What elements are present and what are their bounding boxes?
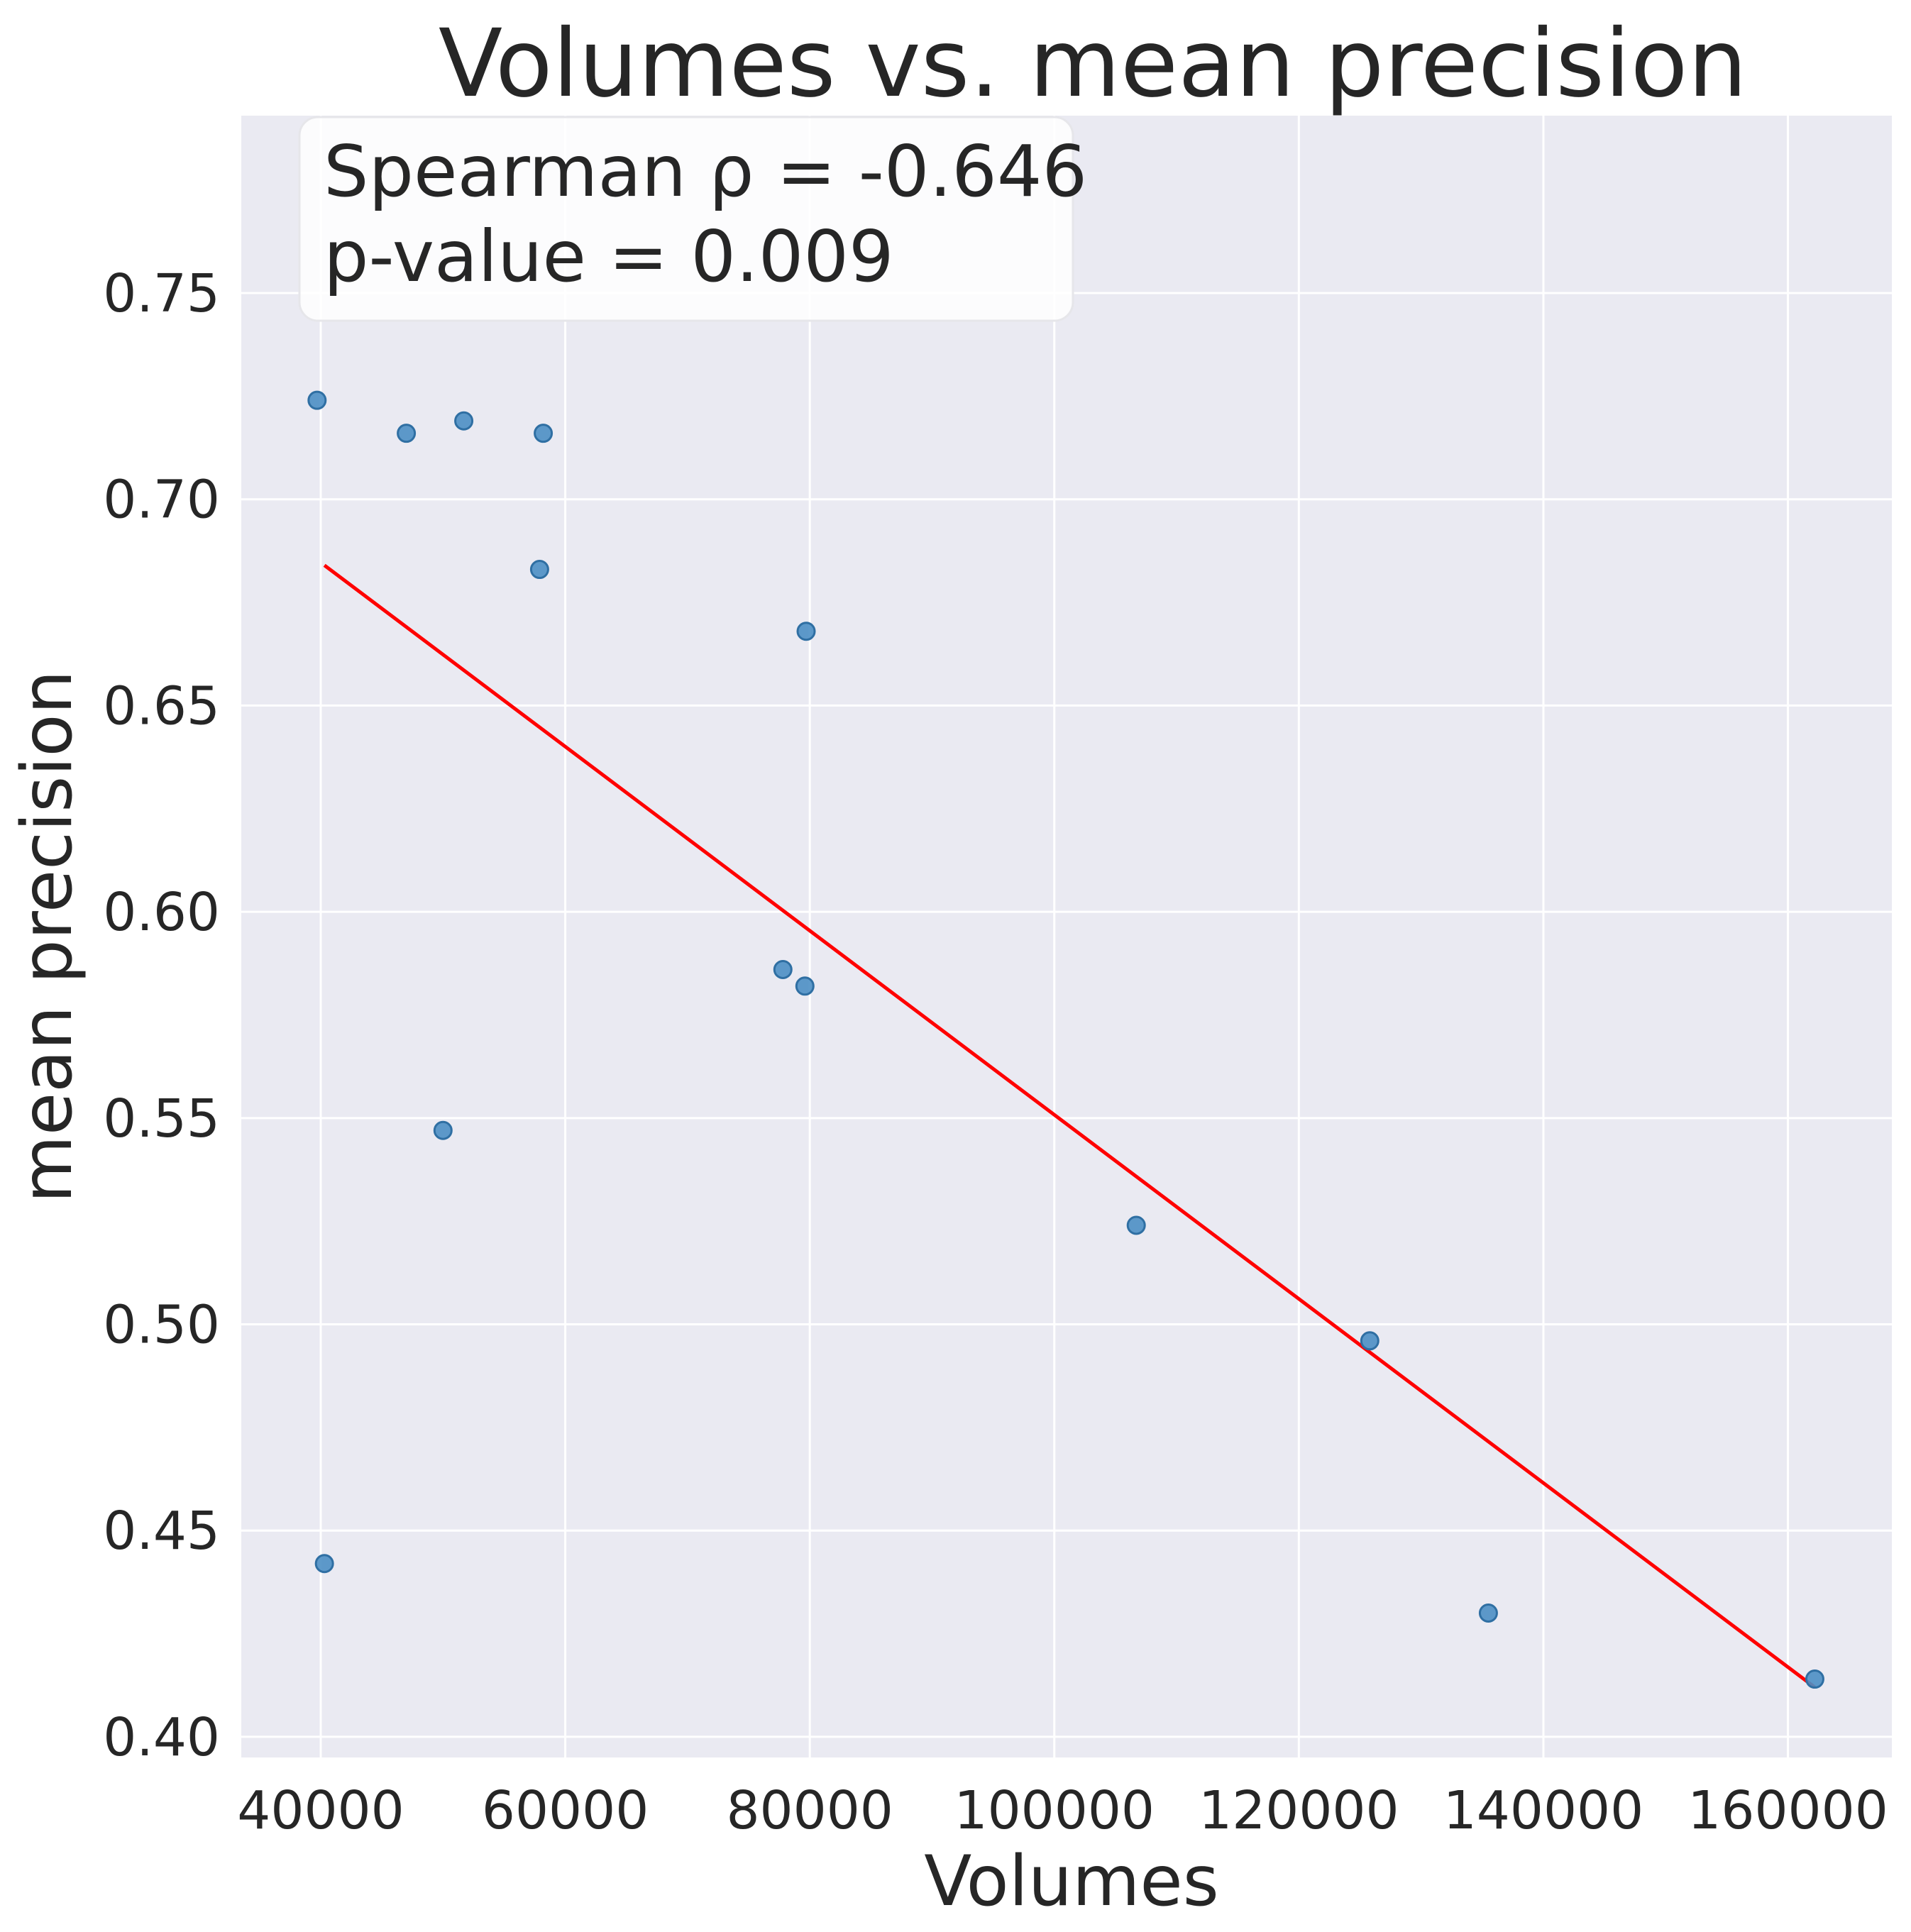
y-tick-label: 0.45 [103,1501,220,1562]
data-point [773,960,793,980]
fit-line-group [323,563,1816,1689]
y-tick-label: 0.60 [103,882,220,943]
data-point [433,1120,453,1140]
data-point [1360,1331,1379,1351]
y-tick-label: 0.75 [103,263,220,324]
data-point [1126,1215,1146,1235]
data-point [529,560,549,580]
y-tick-labels: 0.40 0.45 0.50 0.55 0.60 0.65 0.70 0.75 [103,263,220,1768]
points-group [307,390,1824,1689]
x-axis-label: Volumes [924,1841,1219,1922]
x-tick-label: 80000 [726,1780,893,1841]
y-tick-label: 0.50 [103,1295,220,1356]
y-tick-label: 0.70 [103,470,220,531]
data-point [1805,1669,1824,1689]
y-tick-label: 0.40 [103,1707,220,1768]
annotation-line1: Spearman ρ = -0.646 [324,130,1087,213]
y-axis-label: mean precision [7,670,88,1203]
annotation-line2: p-value = 0.009 [324,215,894,298]
plot-area [241,116,1892,1757]
x-tick-label: 160000 [1687,1780,1888,1841]
data-point [454,411,474,431]
annotation-box [298,116,1074,322]
x-tick-label: 40000 [237,1780,404,1841]
x-tick-labels: 40000 60000 80000 100000 120000 140000 160000 [237,1780,1888,1841]
x-tick-label: 100000 [954,1780,1155,1841]
x-tick-label: 120000 [1199,1780,1399,1841]
chart-title: Volumes vs. mean precision [439,9,1747,118]
y-tick-label: 0.65 [103,675,220,736]
grid [241,116,1892,1757]
data-point [1478,1603,1498,1623]
x-tick-label: 60000 [482,1780,649,1841]
x-tick-label: 140000 [1443,1780,1644,1841]
data-point [796,622,816,641]
fit-line [323,563,1816,1689]
data-point [795,976,815,996]
data-point [534,424,554,443]
data-point [397,424,417,443]
y-tick-label: 0.55 [103,1088,220,1149]
data-point [314,1554,334,1574]
data-point [307,390,327,410]
